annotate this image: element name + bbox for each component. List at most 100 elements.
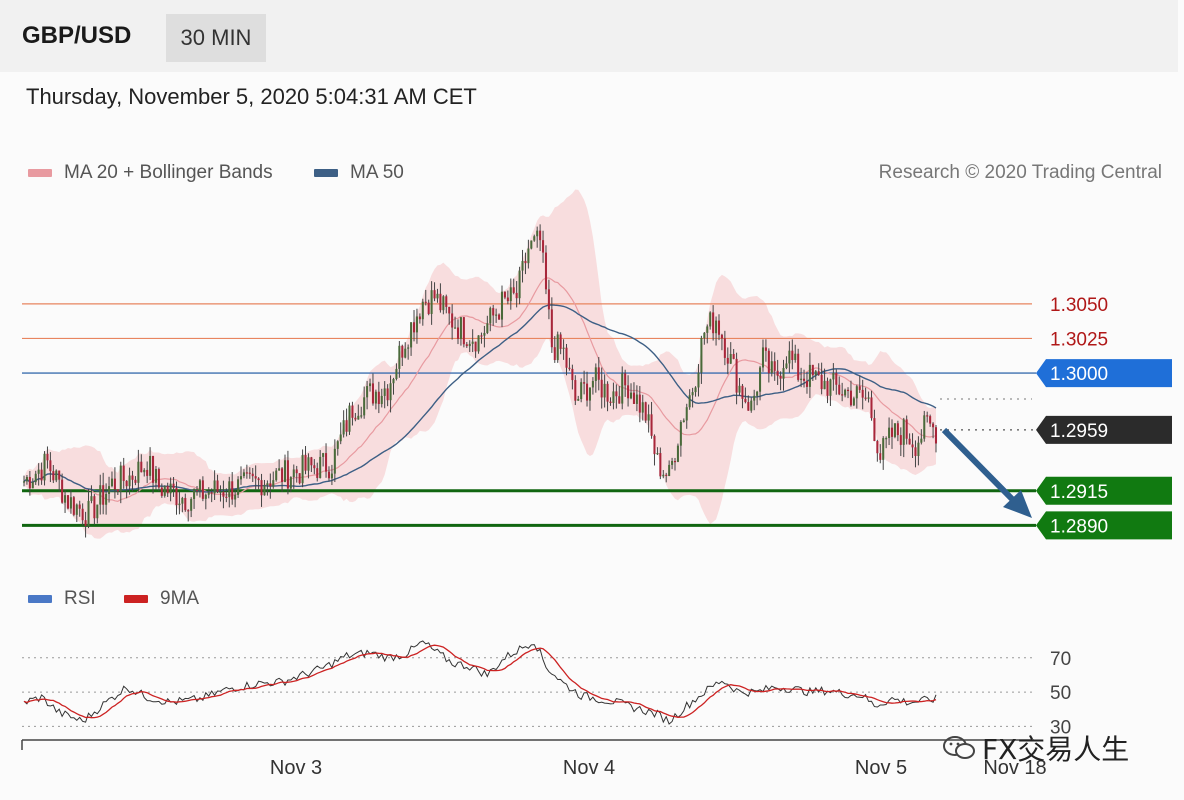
candle-body [893, 423, 896, 437]
candle [143, 468, 146, 477]
candle-body [377, 391, 380, 405]
candle-body [401, 345, 404, 358]
candle-body [234, 494, 237, 500]
candle-body [624, 373, 627, 386]
candle-body [210, 492, 213, 494]
candle-body [427, 302, 430, 314]
candle-body [395, 368, 398, 379]
candle [509, 278, 512, 310]
candle-body [588, 387, 591, 401]
candle-body [122, 465, 125, 481]
candle-body [800, 378, 803, 380]
candle-body [759, 367, 762, 392]
candle-body [348, 405, 351, 432]
candle [829, 378, 832, 406]
candle [542, 230, 545, 263]
candle-body [201, 480, 204, 499]
candle-body [717, 320, 721, 335]
candle-body [389, 383, 392, 401]
candle-body [292, 469, 295, 478]
candle [597, 357, 600, 391]
candle-body [914, 447, 917, 456]
candle-body [876, 441, 879, 454]
candle [43, 451, 46, 486]
candle-body [134, 479, 137, 483]
forecast-arrow-icon [941, 427, 1032, 518]
candle [125, 480, 128, 499]
candle-body [459, 317, 462, 339]
candle-body [823, 380, 826, 390]
candle [788, 341, 791, 373]
candle-body [96, 504, 99, 519]
candle [544, 245, 548, 295]
candle-body [829, 379, 832, 396]
candle-body [251, 473, 254, 477]
candle-body [527, 248, 530, 264]
candle-body [902, 419, 905, 445]
candle [395, 363, 398, 381]
candle-body [66, 495, 70, 509]
candle [750, 397, 753, 413]
candle [456, 319, 460, 345]
candle [832, 363, 835, 391]
candle [325, 443, 328, 478]
candle [682, 418, 685, 423]
candle [363, 386, 366, 419]
candle [213, 470, 216, 501]
candle [518, 266, 521, 305]
level-labels: 1.3050 1.3025 1.3000 1.2959 1.2915 1.2890 [1036, 295, 1172, 540]
candle [401, 344, 404, 367]
candle [110, 471, 113, 488]
candle [55, 469, 58, 483]
candle [66, 495, 70, 510]
candle [451, 304, 454, 340]
candle [776, 359, 779, 385]
candle-body [738, 385, 741, 393]
candle-body [275, 470, 278, 481]
candle-body [580, 382, 583, 400]
candle [207, 487, 210, 499]
candle-body [629, 392, 633, 399]
candle-body [146, 469, 149, 476]
candle [890, 419, 894, 449]
candle-body [128, 475, 131, 487]
candle [741, 383, 744, 409]
candle-body [533, 236, 536, 241]
candle-body [380, 395, 383, 405]
candle [500, 285, 504, 328]
candle-body [858, 386, 861, 390]
candle [295, 465, 298, 483]
candle [342, 410, 345, 438]
candle-body [195, 490, 199, 492]
candle [847, 387, 850, 399]
candle [759, 365, 762, 401]
candle-body [366, 386, 369, 398]
x-tick-label: Nov 18 [983, 757, 1046, 779]
candle [524, 252, 527, 275]
candle [656, 447, 659, 456]
candle [222, 480, 225, 509]
level-label: 1.3050 [1050, 295, 1108, 316]
candle [25, 475, 28, 485]
candle-body [905, 419, 908, 439]
candle-body [591, 381, 594, 388]
candle [826, 377, 829, 404]
candle-body [25, 476, 28, 482]
rsi-level-label: 70 [1050, 649, 1071, 670]
candle-body [72, 497, 75, 515]
legend-9ma: 9MA [124, 588, 199, 610]
candle-body [764, 347, 767, 351]
candle-body [418, 316, 421, 320]
rsi-level-label: 50 [1050, 683, 1071, 704]
candle-body [190, 498, 193, 511]
candle [380, 388, 383, 408]
candle-body [430, 290, 433, 314]
candle-body [187, 510, 190, 512]
candle [386, 384, 389, 407]
candle-body [371, 383, 374, 404]
candle-body [867, 397, 870, 399]
candle-body [465, 344, 468, 347]
candle-body [776, 370, 779, 376]
interval-button[interactable]: 30 MIN [166, 14, 266, 62]
